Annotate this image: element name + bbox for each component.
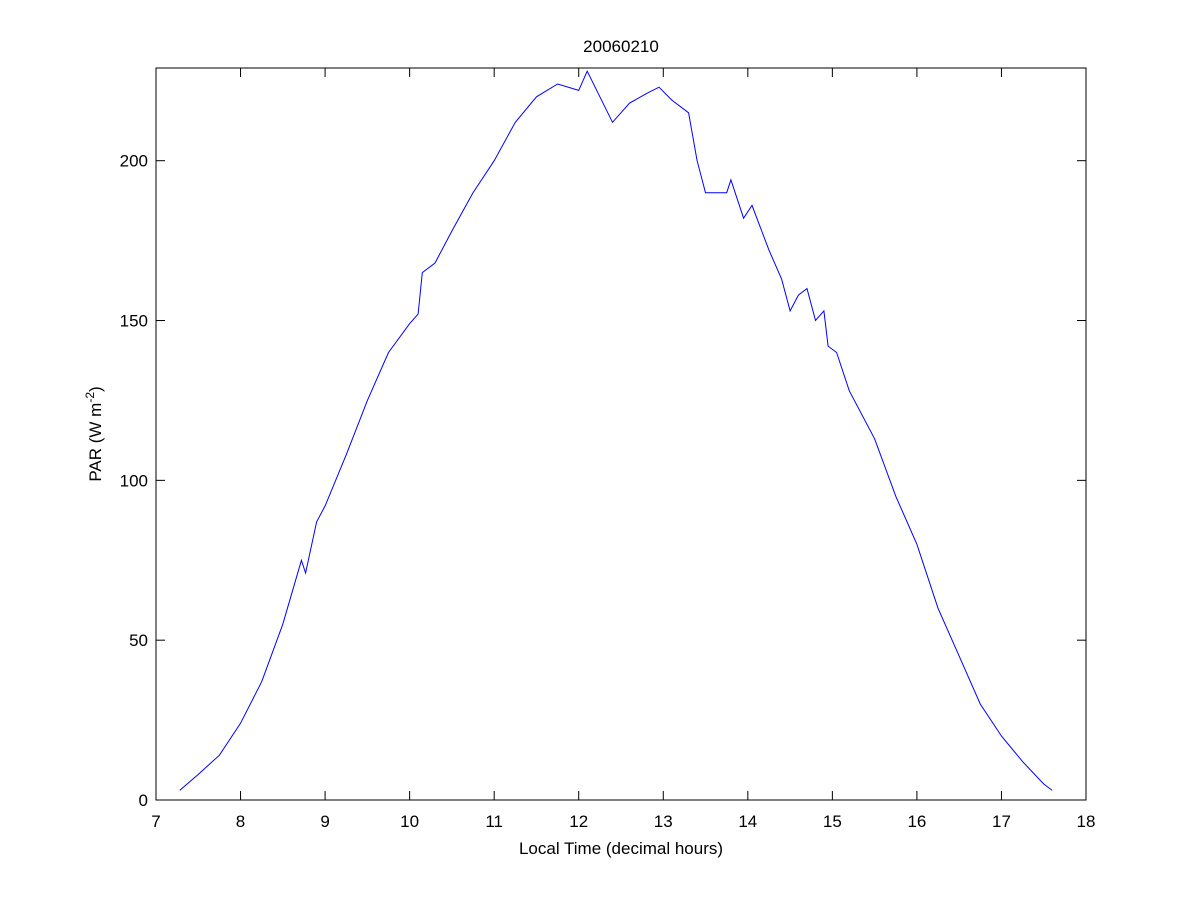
x-tick-label: 17 [992, 812, 1011, 831]
x-tick-label: 16 [907, 812, 926, 831]
x-tick-label: 11 [485, 812, 503, 831]
par-series-line [179, 70, 1053, 791]
y-tick-label: 150 [120, 312, 148, 331]
x-tick-label: 12 [569, 812, 588, 831]
y-axis-label-sup: -2 [83, 392, 97, 403]
x-tick-label: 14 [738, 812, 757, 831]
x-tick-label: 9 [320, 812, 329, 831]
x-tick-label: 10 [400, 812, 419, 831]
x-tick-label: 18 [1077, 812, 1096, 831]
y-axis-label: PAR (W m-2) [83, 386, 105, 481]
y-tick-label: 100 [120, 471, 148, 490]
y-axis-label-end: ) [86, 386, 105, 392]
y-tick-label: 200 [120, 152, 148, 171]
y-tick-label: 0 [139, 791, 148, 810]
chart-title: 20060210 [583, 37, 659, 56]
x-tick-label: 13 [654, 812, 673, 831]
x-tick-label: 7 [151, 812, 160, 831]
x-axis-label: Local Time (decimal hours) [519, 839, 723, 858]
x-tick-label: 8 [236, 812, 245, 831]
plot-area [155, 67, 1087, 801]
y-axis-label-main: PAR (W m [86, 403, 105, 482]
y-tick-label: 50 [129, 631, 148, 650]
x-tick-label: 15 [823, 812, 842, 831]
